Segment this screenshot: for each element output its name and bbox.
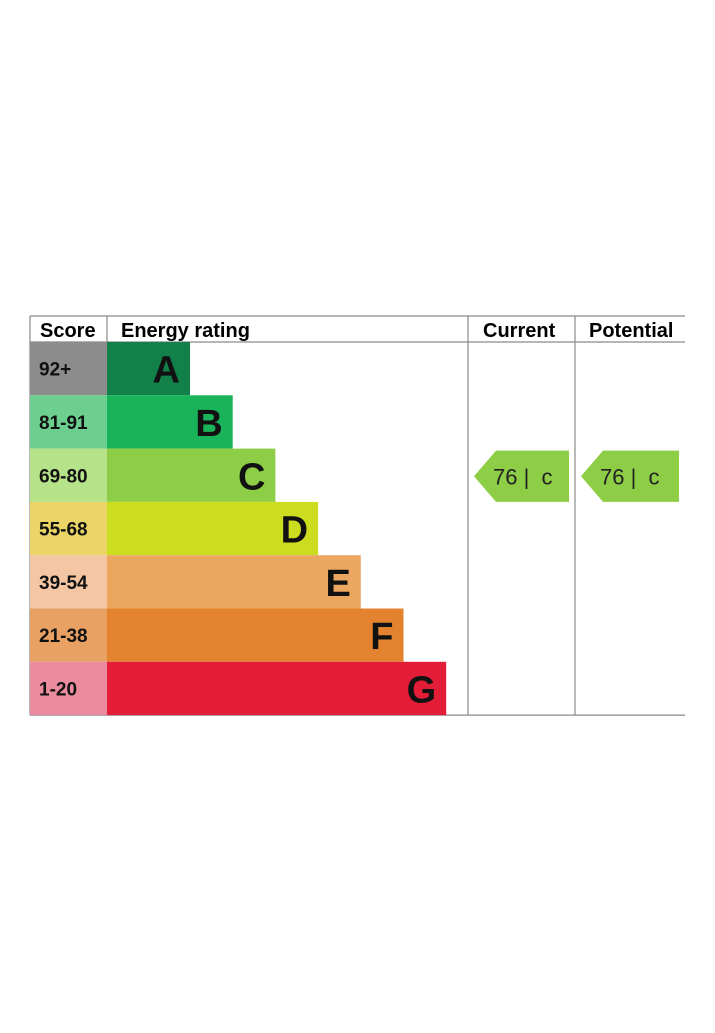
- score-cell: [30, 661, 107, 716]
- band-bar: [107, 448, 276, 502]
- score-range-label: 21-38: [39, 626, 88, 647]
- score-range-label: 69-80: [39, 466, 88, 487]
- score-range-label: 1-20: [39, 679, 77, 700]
- band-letter: G: [407, 669, 437, 711]
- band-bar: [107, 555, 361, 609]
- score-range-label: 81-91: [39, 413, 88, 434]
- header-score: Score: [40, 320, 96, 342]
- potential-rating-arrow-shape: [581, 450, 679, 502]
- header-potential: Potential: [589, 320, 673, 342]
- band-letter: E: [325, 563, 350, 605]
- score-cell: [30, 448, 107, 502]
- band-letter: B: [195, 403, 222, 445]
- current-rating-arrow-label: 76 | c: [493, 464, 553, 489]
- band-f: 21-38 F: [30, 608, 404, 662]
- band-letter: D: [281, 510, 308, 552]
- potential-rating-arrow: 76 | c: [581, 450, 679, 502]
- band-letter: C: [238, 456, 265, 498]
- score-range-label: 55-68: [39, 520, 88, 541]
- band-g: 1-20 G: [30, 661, 447, 716]
- header-energy-rating: Energy rating: [121, 320, 250, 342]
- band-a: 92+ A: [30, 342, 190, 396]
- band-letter: F: [370, 616, 393, 658]
- potential-rating-arrow-label: 76 | c: [600, 464, 660, 489]
- score-cell: [30, 608, 107, 662]
- rating-bands: 92+ A 81-91 B 69-80 C 55-68 D 39-54 E 21-38 F 1-20 G: [30, 342, 447, 716]
- score-cell: [30, 342, 107, 396]
- rating-arrows: 76 | c 76 | c: [474, 450, 679, 502]
- band-bar: [107, 661, 447, 716]
- score-cell: [30, 555, 107, 609]
- band-bar: [107, 501, 319, 556]
- band-letter: A: [153, 350, 180, 392]
- current-rating-arrow: 76 | c: [474, 450, 569, 502]
- band-c: 69-80 C: [30, 448, 276, 502]
- header-current: Current: [483, 320, 556, 342]
- band-bar: [107, 395, 233, 449]
- band-d: 55-68 D: [30, 501, 319, 556]
- band-bar: [107, 342, 190, 396]
- score-cell: [30, 395, 107, 449]
- band-bar: [107, 608, 404, 662]
- score-cell: [30, 501, 107, 556]
- score-range-label: 39-54: [39, 573, 88, 594]
- current-rating-arrow-shape: [474, 450, 569, 502]
- band-e: 39-54 E: [30, 555, 361, 609]
- score-range-label: 92+: [39, 360, 71, 381]
- band-b: 81-91 B: [30, 395, 233, 449]
